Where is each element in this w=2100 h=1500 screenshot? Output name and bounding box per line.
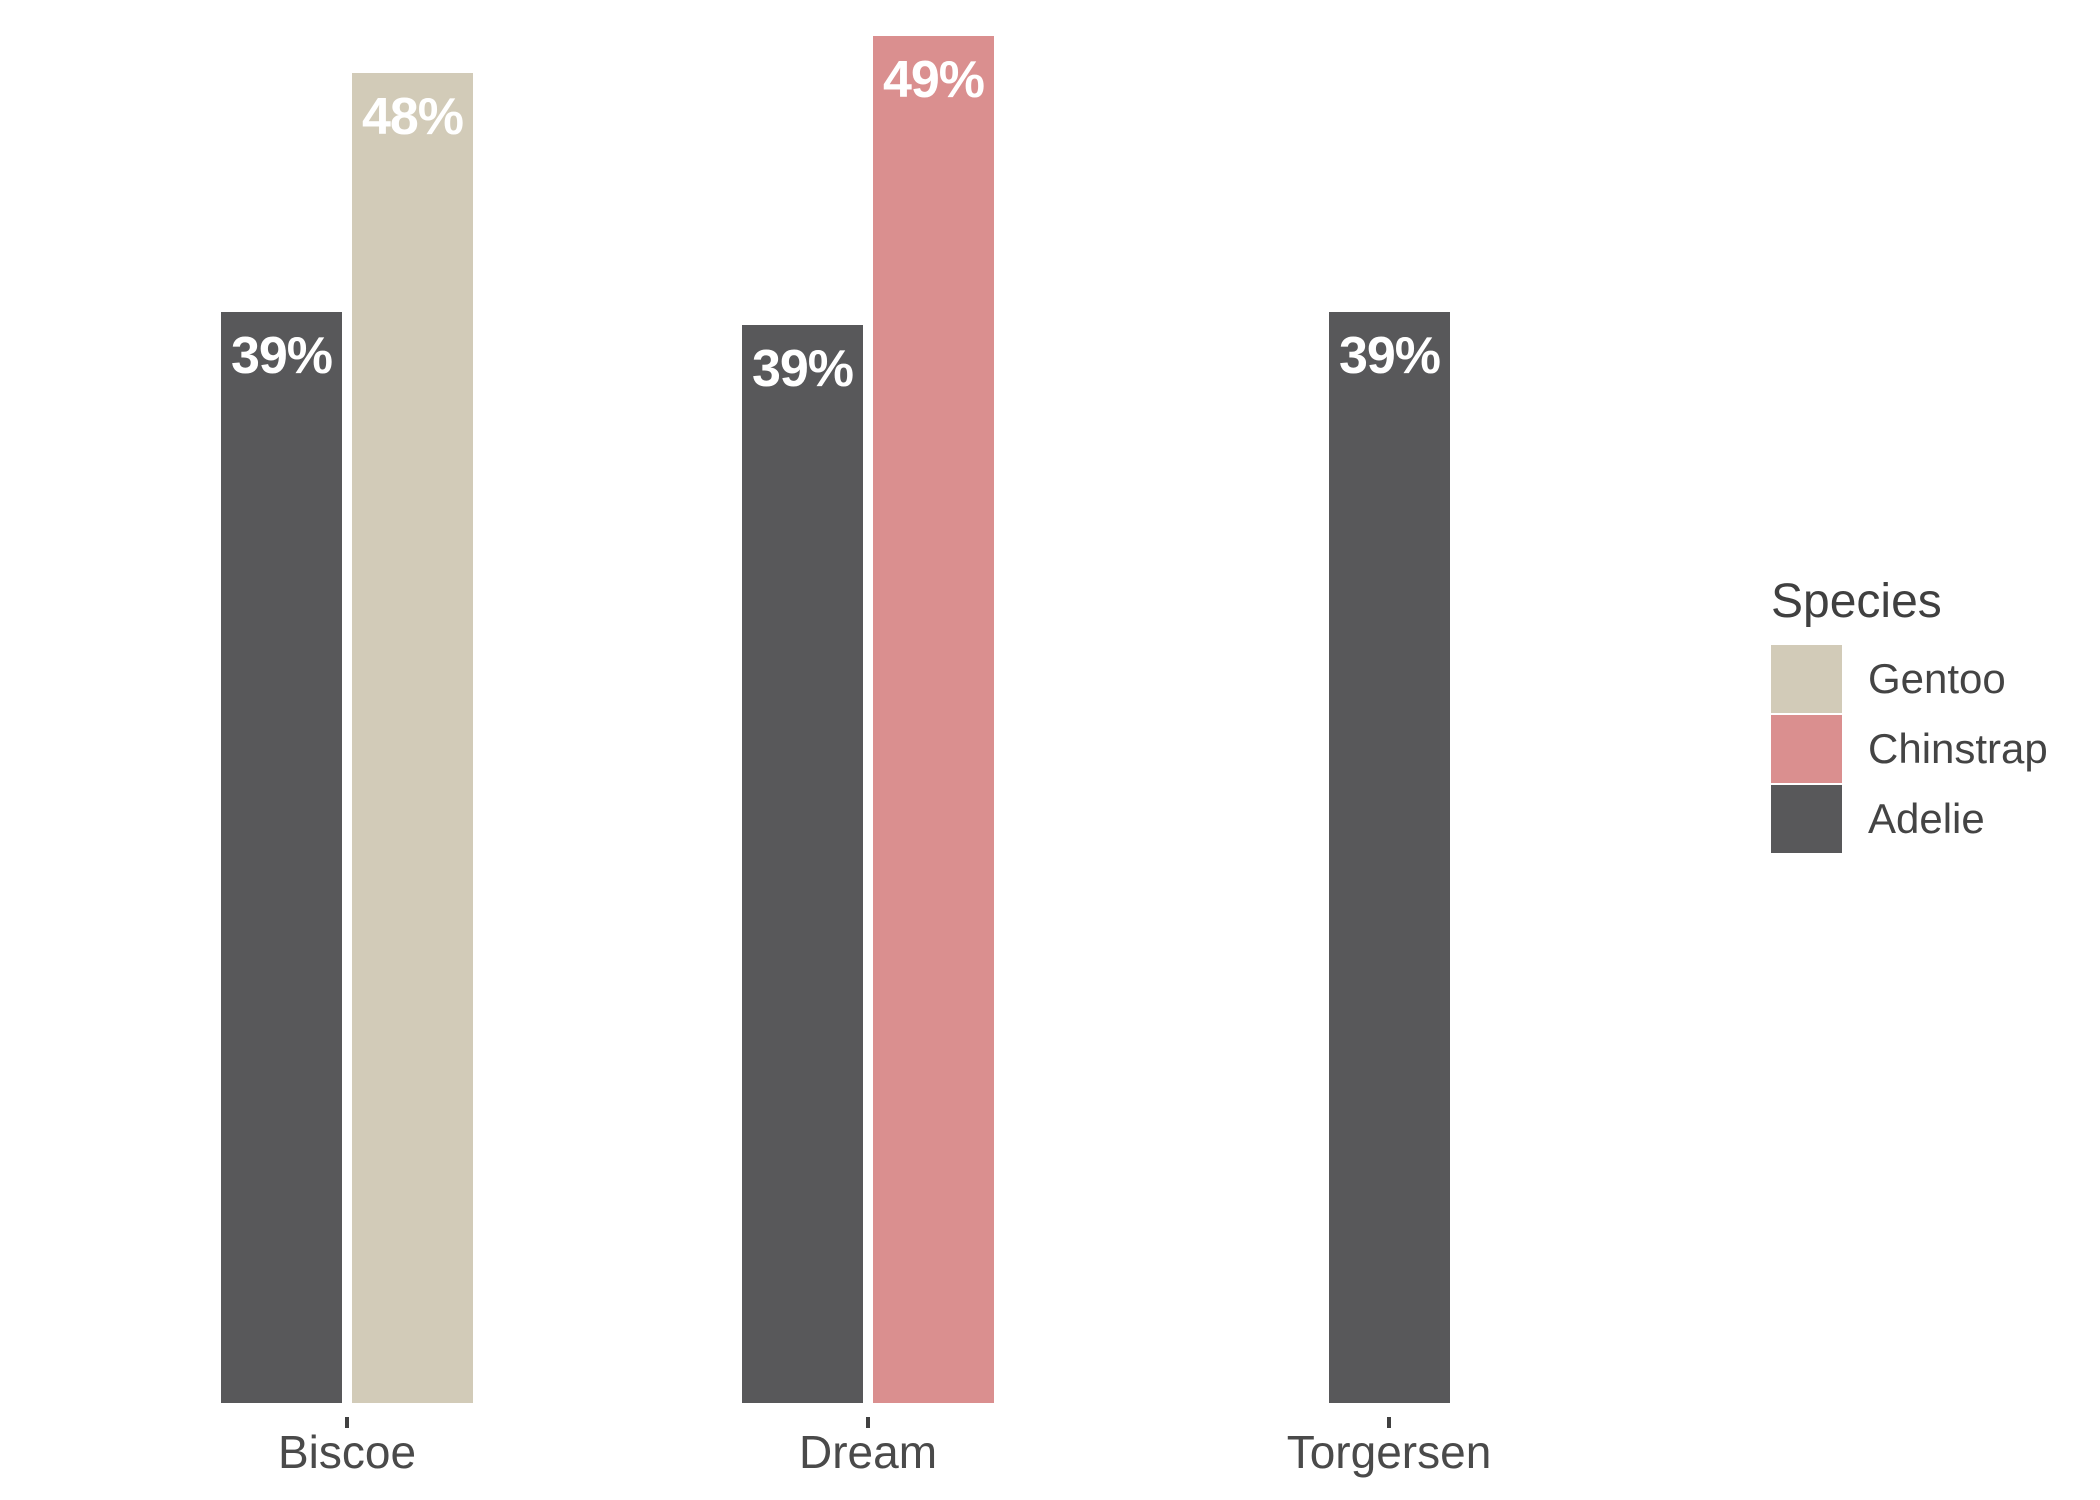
bar-value-label-adelie-torgersen: 39% xyxy=(1338,327,1441,385)
x-axis-tick-dream xyxy=(866,1417,870,1428)
x-axis-tick-biscoe xyxy=(345,1417,349,1428)
x-axis-tick-torgersen xyxy=(1387,1417,1391,1428)
legend-swatch-gentoo xyxy=(1771,645,1842,714)
bar-gentoo-biscoe: 48% xyxy=(352,73,473,1403)
bar-value-label-adelie-biscoe: 39% xyxy=(230,327,333,385)
legend-item-adelie: Adelie xyxy=(1771,785,2048,854)
x-axis-label-torgersen: Torgersen xyxy=(1286,1426,1492,1478)
legend-swatch-adelie xyxy=(1771,785,1842,854)
bar-adelie-dream: 39% xyxy=(742,325,863,1403)
legend-label-chinstrap: Chinstrap xyxy=(1868,725,2048,773)
legend: Species Gentoo Chinstrap Adelie xyxy=(1771,574,2048,855)
legend-label-gentoo: Gentoo xyxy=(1868,655,2006,703)
legend-swatch-chinstrap xyxy=(1771,715,1842,784)
bar-value-label-chinstrap-dream: 49% xyxy=(882,51,985,109)
bar-adelie-torgersen: 39% xyxy=(1329,312,1450,1403)
x-axis-label-dream: Dream xyxy=(798,1426,938,1478)
legend-title: Species xyxy=(1771,575,1942,628)
legend-item-chinstrap: Chinstrap xyxy=(1771,715,2048,784)
bar-value-label-gentoo-biscoe: 48% xyxy=(361,88,464,146)
bar-adelie-biscoe: 39% xyxy=(221,312,342,1403)
x-axis-label-biscoe: Biscoe xyxy=(277,1426,417,1478)
legend-label-adelie: Adelie xyxy=(1868,795,1985,843)
legend-item-gentoo: Gentoo xyxy=(1771,645,2048,714)
bar-value-label-adelie-dream: 39% xyxy=(751,340,854,398)
legend-rows: Gentoo Chinstrap Adelie xyxy=(1771,645,2048,854)
bar-chinstrap-dream: 49% xyxy=(873,36,994,1403)
